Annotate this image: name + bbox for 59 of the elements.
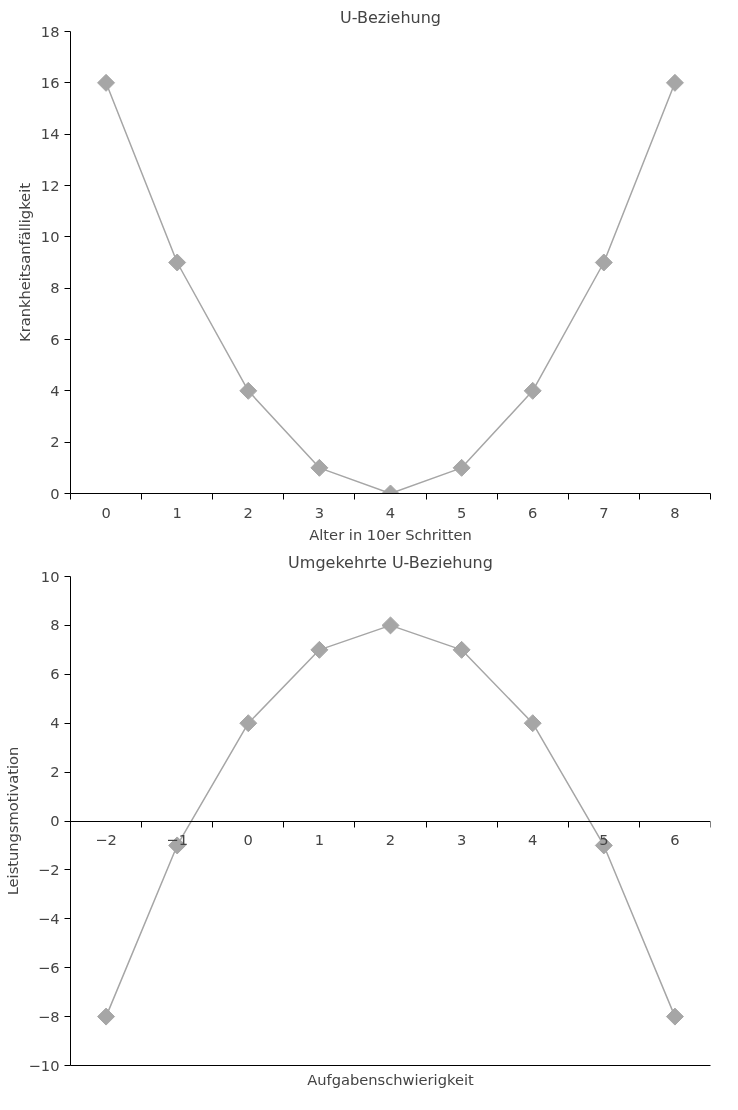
y-tick-label: 2 bbox=[50, 763, 60, 781]
x-tick-label: 4 bbox=[385, 503, 396, 521]
y-tick-label: 6 bbox=[50, 330, 60, 348]
y-tick-label: 4 bbox=[50, 714, 60, 732]
y-tick-label: 0 bbox=[50, 484, 60, 502]
y-tick-label: 16 bbox=[40, 73, 60, 91]
point bbox=[523, 381, 542, 400]
x-tick-label: 5 bbox=[456, 503, 467, 521]
y-tick-label: −2 bbox=[37, 860, 60, 878]
y-axis-title: Krankheitsanfälligkeit bbox=[15, 182, 33, 342]
y-tick-label: 8 bbox=[50, 279, 60, 297]
y-tick-label: 6 bbox=[50, 665, 60, 683]
x-tick-label: 3 bbox=[456, 831, 467, 848]
point bbox=[594, 253, 613, 272]
y-tick-label: 14 bbox=[40, 125, 60, 143]
y-tick-label: 8 bbox=[50, 616, 60, 634]
y-tick-label: 0 bbox=[50, 812, 60, 829]
y-tick-label: −6 bbox=[37, 958, 60, 976]
x-tick-label: 6 bbox=[528, 503, 538, 521]
x-tick-label: −1 bbox=[166, 831, 188, 848]
point bbox=[452, 458, 471, 477]
y-tick-label: −4 bbox=[37, 909, 60, 927]
y-tick-label: 12 bbox=[40, 176, 60, 194]
x-tick-label: 1 bbox=[172, 503, 182, 521]
x-tick-label: 0 bbox=[101, 503, 111, 521]
y-tick-label: 18 bbox=[40, 22, 60, 40]
point bbox=[239, 381, 258, 400]
y-tick-label: 10 bbox=[40, 567, 60, 585]
point bbox=[452, 640, 471, 659]
y-tick-label: 4 bbox=[50, 381, 60, 399]
point bbox=[523, 714, 542, 733]
x-tick-label: 3 bbox=[314, 503, 325, 521]
point bbox=[97, 1007, 116, 1026]
y-tick-label: −8 bbox=[37, 1007, 60, 1025]
x-tick-label: 1 bbox=[314, 831, 325, 848]
y-axis-title: Leistungsmotivation bbox=[3, 746, 21, 896]
chart-title: U-Beziehung bbox=[340, 7, 441, 27]
y-tick-label: 2 bbox=[50, 433, 60, 451]
x-tick-label: 7 bbox=[599, 503, 609, 521]
point bbox=[381, 616, 400, 635]
x-tick-label: −2 bbox=[95, 831, 117, 848]
point bbox=[665, 1007, 684, 1026]
x-tick-label: 2 bbox=[243, 503, 253, 521]
x-tick-label: 6 bbox=[670, 831, 680, 848]
point bbox=[310, 640, 329, 659]
point bbox=[97, 73, 116, 92]
chart-title: Umgekehrte U-Beziehung bbox=[288, 552, 493, 572]
y-tick-label: −10 bbox=[28, 1056, 60, 1074]
x-tick-label: 4 bbox=[528, 831, 538, 848]
x-tick-label: 2 bbox=[385, 831, 396, 848]
x-axis-title: Aufgabenschwierigkeit bbox=[307, 1070, 475, 1088]
x-axis-title: Alter in 10er Schritten bbox=[309, 525, 472, 543]
point bbox=[168, 253, 187, 272]
point bbox=[310, 458, 329, 477]
point bbox=[665, 73, 684, 92]
y-tick-label: 10 bbox=[40, 227, 60, 245]
x-tick-label: 8 bbox=[670, 503, 680, 521]
point bbox=[239, 714, 258, 733]
x-tick-label: 0 bbox=[243, 831, 253, 848]
